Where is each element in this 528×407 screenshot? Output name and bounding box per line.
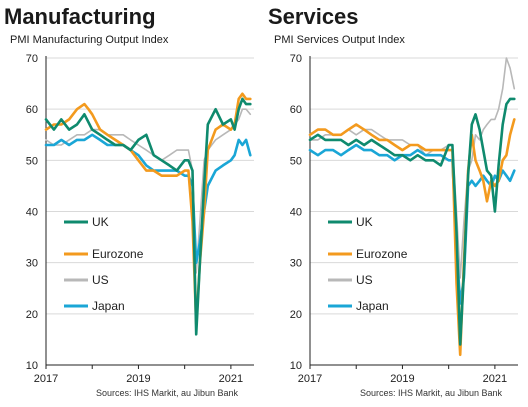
y-tick-label: 50 <box>290 155 302 167</box>
chart-subtitle: PMI Manufacturing Output Index <box>10 34 169 46</box>
x-tick-label: 2019 <box>390 373 414 385</box>
y-tick-label: 70 <box>290 53 302 65</box>
legend-label-uk: UK <box>356 215 373 229</box>
chart-subtitle: PMI Services Output Index <box>274 34 405 46</box>
legend-label-us: US <box>92 273 109 287</box>
series-line-uk <box>308 97 516 346</box>
series-line-us <box>309 57 516 279</box>
y-tick-label: 60 <box>290 104 302 116</box>
legend-label-japan: Japan <box>356 299 389 313</box>
source-note: Sources: IHS Markit, au Jibun Bank <box>360 388 503 398</box>
legend-label-japan: Japan <box>92 299 125 313</box>
y-tick-label: 10 <box>290 360 302 372</box>
y-tick-label: 30 <box>26 258 38 270</box>
y-tick-label: 40 <box>290 207 302 219</box>
x-tick-label: 2017 <box>298 373 322 385</box>
services-chart: 10 20 30 40 50 60 70 2017 2019 2021 UK Eurozone US Ja… <box>290 53 518 385</box>
x-tick-label: 2017 <box>34 373 58 385</box>
chart-title: Services <box>268 4 359 29</box>
series-line-us <box>45 108 252 274</box>
y-tick-label: 10 <box>26 360 38 372</box>
y-tick-label: 60 <box>26 104 38 116</box>
legend-label-uk: UK <box>92 215 109 229</box>
y-tick-label: 30 <box>290 258 302 270</box>
y-tick-label: 50 <box>26 155 38 167</box>
services-panel: Services PMI Services Output Index 10 20 3… <box>264 0 528 407</box>
x-tick-label: 2021 <box>483 373 507 385</box>
y-tick-label: 40 <box>26 207 38 219</box>
chart-title: Manufacturing <box>4 4 156 29</box>
manufacturing-panel: Manufacturing PMI Manufacturing Output I… <box>4 4 254 398</box>
y-tick-label: 20 <box>26 309 38 321</box>
y-tick-label: 70 <box>26 53 38 65</box>
legend-label-eurozone: Eurozone <box>92 247 144 261</box>
x-tick-label: 2021 <box>219 373 243 385</box>
x-tick-label: 2019 <box>126 373 150 385</box>
series-line-japan <box>44 133 252 265</box>
series-line-uk <box>44 97 252 336</box>
source-note: Sources: IHS Markit, au Jibun Bank <box>96 388 239 398</box>
legend-label-us: US <box>356 273 373 287</box>
legend-label-eurozone: Eurozone <box>356 247 408 261</box>
manufacturing-chart: 10 20 30 40 50 60 70 2017 2019 2021 UK Eurozone US Ja… <box>26 53 254 385</box>
series-line-eurozone <box>44 92 252 326</box>
y-tick-label: 20 <box>290 309 302 321</box>
